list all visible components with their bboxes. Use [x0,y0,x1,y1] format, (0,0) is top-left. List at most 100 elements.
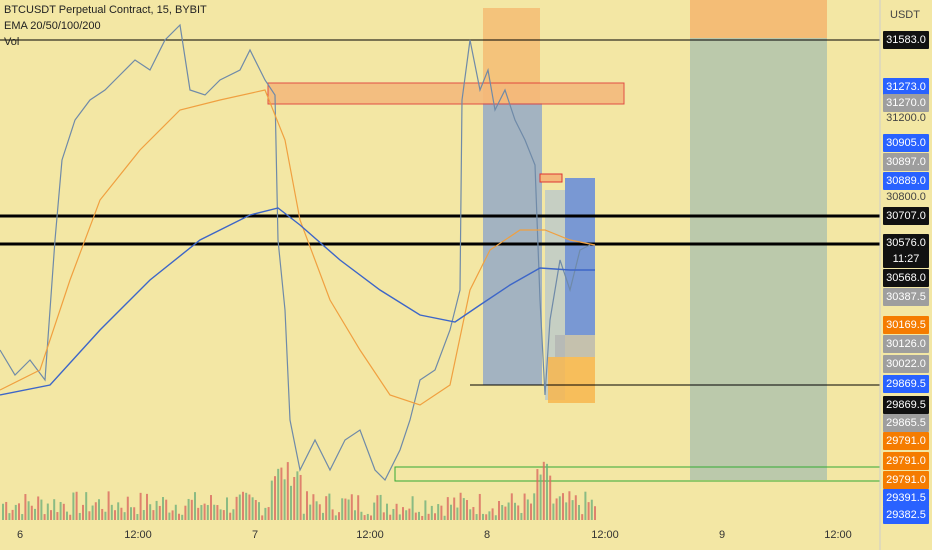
volume-bar [174,504,177,520]
volume-bar [542,461,545,520]
volume-bar [91,505,94,520]
volume-bar [75,491,78,520]
volume-bar [30,505,33,520]
price-label: 30897.0 [886,156,926,168]
volume-bar [312,494,315,520]
price-label: 30126.0 [886,338,926,350]
volume-bar [328,493,331,520]
volume-bar [501,505,504,520]
volume-bar [347,499,350,520]
price-tag [883,134,929,152]
volume-bar [293,477,296,520]
volume-bar [133,507,136,520]
volume-bar [520,512,523,520]
volume-bar [446,497,449,520]
volume-bar [469,509,472,520]
volume-bar [194,492,196,520]
volume-bar [232,509,235,520]
volume-bar [421,515,424,520]
price-tag [883,153,929,171]
price-tag [883,234,929,252]
volume-bar [440,505,443,520]
time-label: 12:00 [824,529,852,541]
price-label: 30169.5 [886,319,926,331]
volume-bar [254,499,257,520]
price-tag [883,414,929,432]
volume-bar [219,509,222,520]
volume-bar [434,513,436,520]
price-tag [883,471,929,489]
volume-bar [510,493,513,520]
volume-bar [139,492,142,520]
position-box [555,335,595,357]
volume-bar [290,485,292,520]
ema-line [0,207,595,396]
price-label: 30022.0 [886,358,926,370]
price-tag [883,452,929,470]
volume-bar [379,494,382,520]
price-label: 30800.0 [886,191,926,203]
volume-bar [238,494,241,520]
price-label: 29791.0 [886,455,926,467]
volume-bar [43,514,46,520]
volume-bar [485,514,488,520]
volume-bar [581,514,584,520]
price-tag [883,250,929,268]
volume-bar [363,515,366,520]
volume-bar [594,506,596,520]
volume-bar [88,511,91,520]
volume-bar [283,479,286,520]
price-tag [883,506,929,524]
volume-bar [235,496,238,520]
volume-bar [549,475,552,520]
volume-bar [50,510,52,520]
volume-bar [187,498,190,520]
volume-bar [130,507,132,520]
volume-bar [18,503,20,520]
volume-bar [334,515,337,520]
volume-bar [5,501,8,520]
volume-bar [398,514,401,520]
volume-bar [155,500,158,520]
price-label: 11:27 [893,253,920,265]
supply-zone [267,82,625,105]
price-label: 29382.5 [886,509,926,521]
volume-bar [453,497,456,520]
volume-bar [306,491,308,520]
volume-bar [101,508,104,520]
volume-bar [450,504,452,520]
price-label: 29791.0 [886,474,926,486]
volume-bar [533,493,536,520]
volume-bar [258,502,260,520]
volume-bar [162,497,164,520]
volume-bar [210,495,212,520]
volume-bar [395,503,398,520]
volume-bar [94,502,97,520]
price-tag [883,489,929,507]
volume-bar [338,512,340,520]
volume-bar [203,503,206,520]
volume-bar [251,497,254,520]
volume-bar [117,502,120,520]
price-label: 29865.5 [886,417,926,429]
price-label: 30889.0 [886,175,926,187]
time-label: 12:00 [124,529,152,541]
price-tag [883,31,929,49]
volume-bar [437,504,440,520]
price-label: 30576.0 [886,237,926,249]
volume-bar [168,512,171,520]
volume-bar [299,474,302,520]
volume-bar [40,499,43,520]
volume-bar [296,471,299,520]
volume-bar [66,511,68,520]
volume-bar [427,513,430,520]
target-zone [690,0,827,38]
volume-bar [110,504,113,520]
stop-zone [690,38,827,480]
volume-bar [491,508,494,520]
position-box [548,357,595,403]
volume-bar [325,496,328,520]
time-label: 6 [17,529,23,541]
